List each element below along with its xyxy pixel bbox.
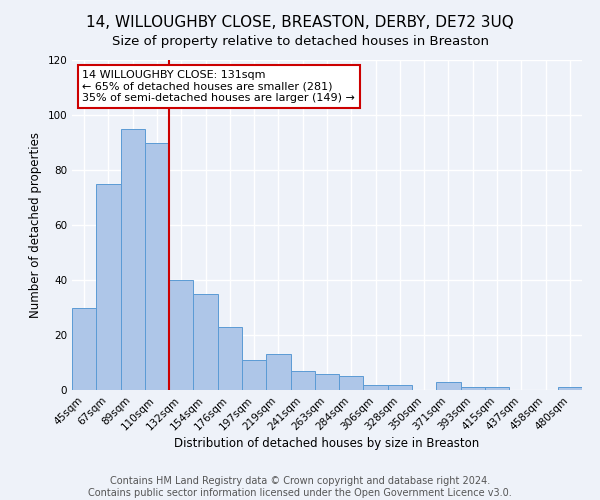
Bar	[96, 184, 121, 390]
Text: Contains HM Land Registry data © Crown copyright and database right 2024.
Contai: Contains HM Land Registry data © Crown c…	[88, 476, 512, 498]
Bar	[266, 354, 290, 390]
Text: Size of property relative to detached houses in Breaston: Size of property relative to detached ho…	[112, 35, 488, 48]
Bar	[145, 142, 169, 390]
Bar	[364, 384, 388, 390]
Bar	[388, 384, 412, 390]
Bar	[290, 371, 315, 390]
Bar	[461, 387, 485, 390]
Bar	[242, 360, 266, 390]
X-axis label: Distribution of detached houses by size in Breaston: Distribution of detached houses by size …	[175, 438, 479, 450]
Bar	[193, 294, 218, 390]
Bar	[315, 374, 339, 390]
Bar	[218, 327, 242, 390]
Bar	[485, 387, 509, 390]
Bar	[72, 308, 96, 390]
Bar	[436, 382, 461, 390]
Bar	[169, 280, 193, 390]
Text: 14 WILLOUGHBY CLOSE: 131sqm
← 65% of detached houses are smaller (281)
35% of se: 14 WILLOUGHBY CLOSE: 131sqm ← 65% of det…	[82, 70, 355, 103]
Y-axis label: Number of detached properties: Number of detached properties	[29, 132, 42, 318]
Bar	[558, 387, 582, 390]
Bar	[339, 376, 364, 390]
Text: 14, WILLOUGHBY CLOSE, BREASTON, DERBY, DE72 3UQ: 14, WILLOUGHBY CLOSE, BREASTON, DERBY, D…	[86, 15, 514, 30]
Bar	[121, 128, 145, 390]
